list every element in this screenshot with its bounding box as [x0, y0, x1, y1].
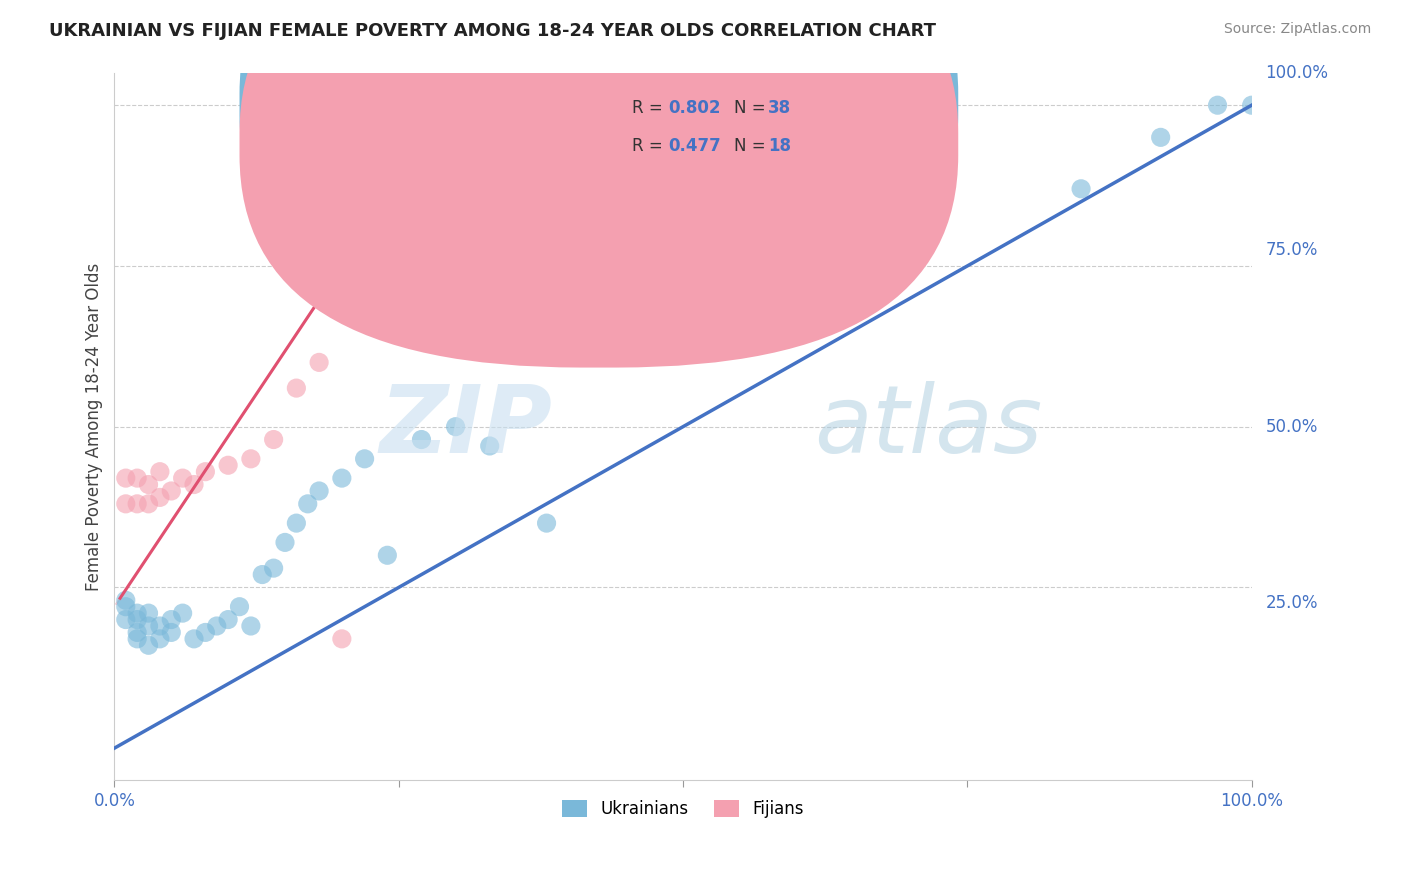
Text: N =: N =: [734, 137, 770, 155]
Point: [127, 497, 149, 511]
Point: [114, 593, 136, 607]
Point: [1070, 182, 1092, 196]
Point: [160, 613, 183, 627]
Point: [149, 491, 172, 505]
Point: [194, 625, 217, 640]
Point: [263, 433, 285, 447]
Point: [138, 638, 160, 652]
Point: [127, 632, 149, 646]
Point: [183, 477, 205, 491]
Point: [127, 471, 149, 485]
Point: [160, 625, 183, 640]
Point: [536, 516, 558, 530]
Point: [138, 497, 160, 511]
Point: [411, 433, 433, 447]
Point: [308, 355, 330, 369]
Point: [444, 419, 467, 434]
Point: [172, 471, 194, 485]
Point: [263, 561, 285, 575]
Text: ZIP: ZIP: [380, 381, 553, 473]
FancyBboxPatch shape: [564, 84, 842, 165]
Point: [285, 516, 308, 530]
Text: R =: R =: [631, 99, 668, 117]
Point: [127, 625, 149, 640]
Point: [127, 613, 149, 627]
Point: [172, 606, 194, 620]
Point: [1206, 98, 1229, 112]
Point: [217, 613, 239, 627]
Text: 18: 18: [768, 137, 792, 155]
Text: 0.477: 0.477: [668, 137, 721, 155]
Point: [375, 548, 398, 562]
Point: [114, 497, 136, 511]
Point: [1240, 98, 1263, 112]
Text: 38: 38: [768, 99, 792, 117]
Point: [205, 619, 228, 633]
Point: [114, 613, 136, 627]
Point: [308, 483, 330, 498]
Legend: Ukrainians, Fijians: Ukrainians, Fijians: [555, 794, 810, 825]
Point: [138, 477, 160, 491]
Point: [194, 465, 217, 479]
Point: [239, 619, 262, 633]
Point: [228, 599, 250, 614]
Point: [149, 465, 172, 479]
Point: [138, 606, 160, 620]
Text: R =: R =: [631, 137, 668, 155]
Point: [330, 632, 353, 646]
Point: [183, 632, 205, 646]
Text: Source: ZipAtlas.com: Source: ZipAtlas.com: [1223, 22, 1371, 37]
Point: [239, 451, 262, 466]
Text: 100.0%: 100.0%: [1265, 64, 1329, 82]
Point: [285, 381, 308, 395]
Point: [330, 471, 353, 485]
FancyBboxPatch shape: [239, 0, 959, 328]
Point: [127, 606, 149, 620]
Text: atlas: atlas: [814, 381, 1042, 472]
Text: N =: N =: [734, 99, 770, 117]
Point: [149, 619, 172, 633]
Point: [353, 451, 375, 466]
Text: 50.0%: 50.0%: [1265, 417, 1317, 435]
Point: [138, 619, 160, 633]
Point: [252, 567, 274, 582]
Point: [217, 458, 239, 473]
Point: [114, 471, 136, 485]
Text: 75.0%: 75.0%: [1265, 241, 1317, 259]
Point: [1150, 130, 1173, 145]
Point: [297, 497, 319, 511]
Text: UKRAINIAN VS FIJIAN FEMALE POVERTY AMONG 18-24 YEAR OLDS CORRELATION CHART: UKRAINIAN VS FIJIAN FEMALE POVERTY AMONG…: [49, 22, 936, 40]
Point: [160, 483, 183, 498]
Point: [274, 535, 297, 549]
Text: 25.0%: 25.0%: [1265, 594, 1317, 613]
Point: [478, 439, 501, 453]
FancyBboxPatch shape: [239, 0, 959, 368]
Y-axis label: Female Poverty Among 18-24 Year Olds: Female Poverty Among 18-24 Year Olds: [86, 262, 103, 591]
Point: [149, 632, 172, 646]
Text: 0.802: 0.802: [668, 99, 721, 117]
Point: [114, 599, 136, 614]
